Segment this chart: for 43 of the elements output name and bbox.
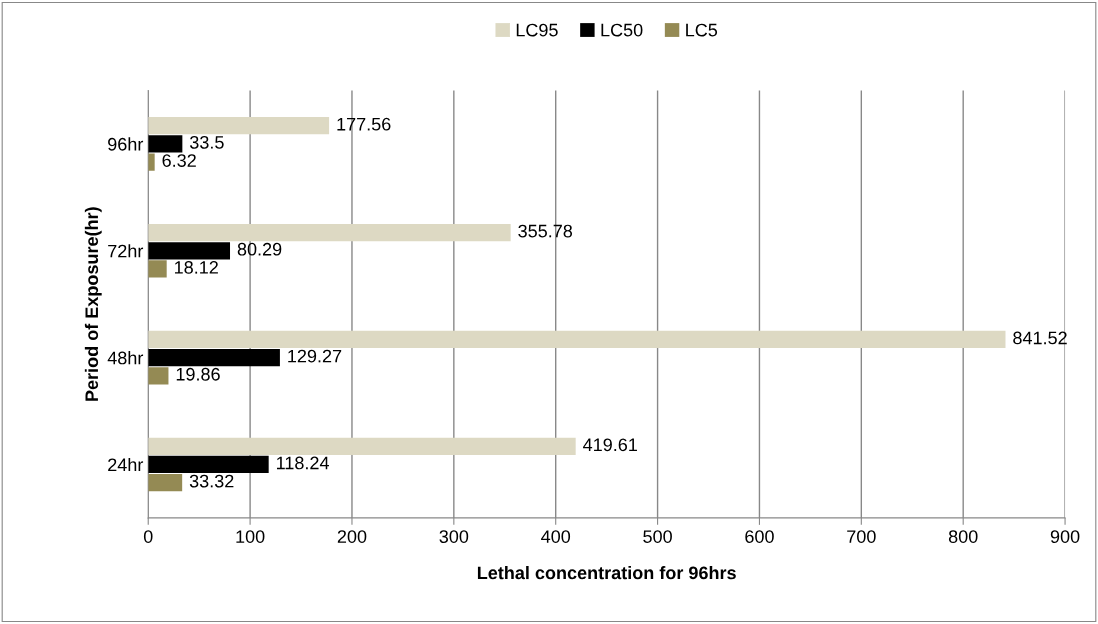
bar [148,242,231,260]
legend-label: LC5 [686,23,718,37]
legend-label: LC50 [601,23,643,37]
bar [148,474,183,492]
y-axis-title: Period of Exposure(hr) [84,207,102,401]
data-label: 80.29 [237,242,282,256]
x-tick-label: 600 [745,530,774,543]
bar [148,135,183,153]
bar [148,349,280,367]
bar [148,223,511,242]
data-label: 19.86 [176,367,220,381]
x-tick-label: 900 [1050,530,1080,543]
y-tick-label: 48hr [107,351,144,365]
bar [148,455,269,474]
x-tick-label: 700 [847,530,876,543]
x-tick-label: 800 [948,530,978,543]
data-label: 419.61 [583,438,637,452]
bar [148,117,330,135]
x-axis-title: Lethal concentration for 96hrs [477,566,736,580]
data-label: 118.24 [277,456,329,470]
x-tick-label: 300 [439,530,469,543]
x-tick-label: 500 [643,530,672,543]
legend-label: LC95 [516,23,558,37]
y-tick-label: 72hr [108,244,144,258]
bar [148,437,576,455]
bar [148,330,1006,349]
x-tick-label: 400 [541,530,571,543]
x-tick-label: 100 [236,530,265,543]
x-tick-label: 200 [337,530,367,543]
data-label: 177.56 [337,117,391,131]
y-tick-label: 24hr [108,457,144,472]
data-label: 841.52 [1013,331,1067,345]
data-label: 33.5 [189,135,224,149]
bar [148,153,155,171]
data-label: 129.27 [288,349,342,363]
data-label: 33.32 [189,474,234,488]
bar [148,367,169,385]
x-tick-label: 0 [143,530,153,543]
data-label: 6.32 [162,154,196,167]
y-tick-label: 96hr [108,137,144,151]
bar [148,260,167,278]
data-label: 355.78 [518,224,573,238]
data-label: 18.12 [175,261,218,274]
